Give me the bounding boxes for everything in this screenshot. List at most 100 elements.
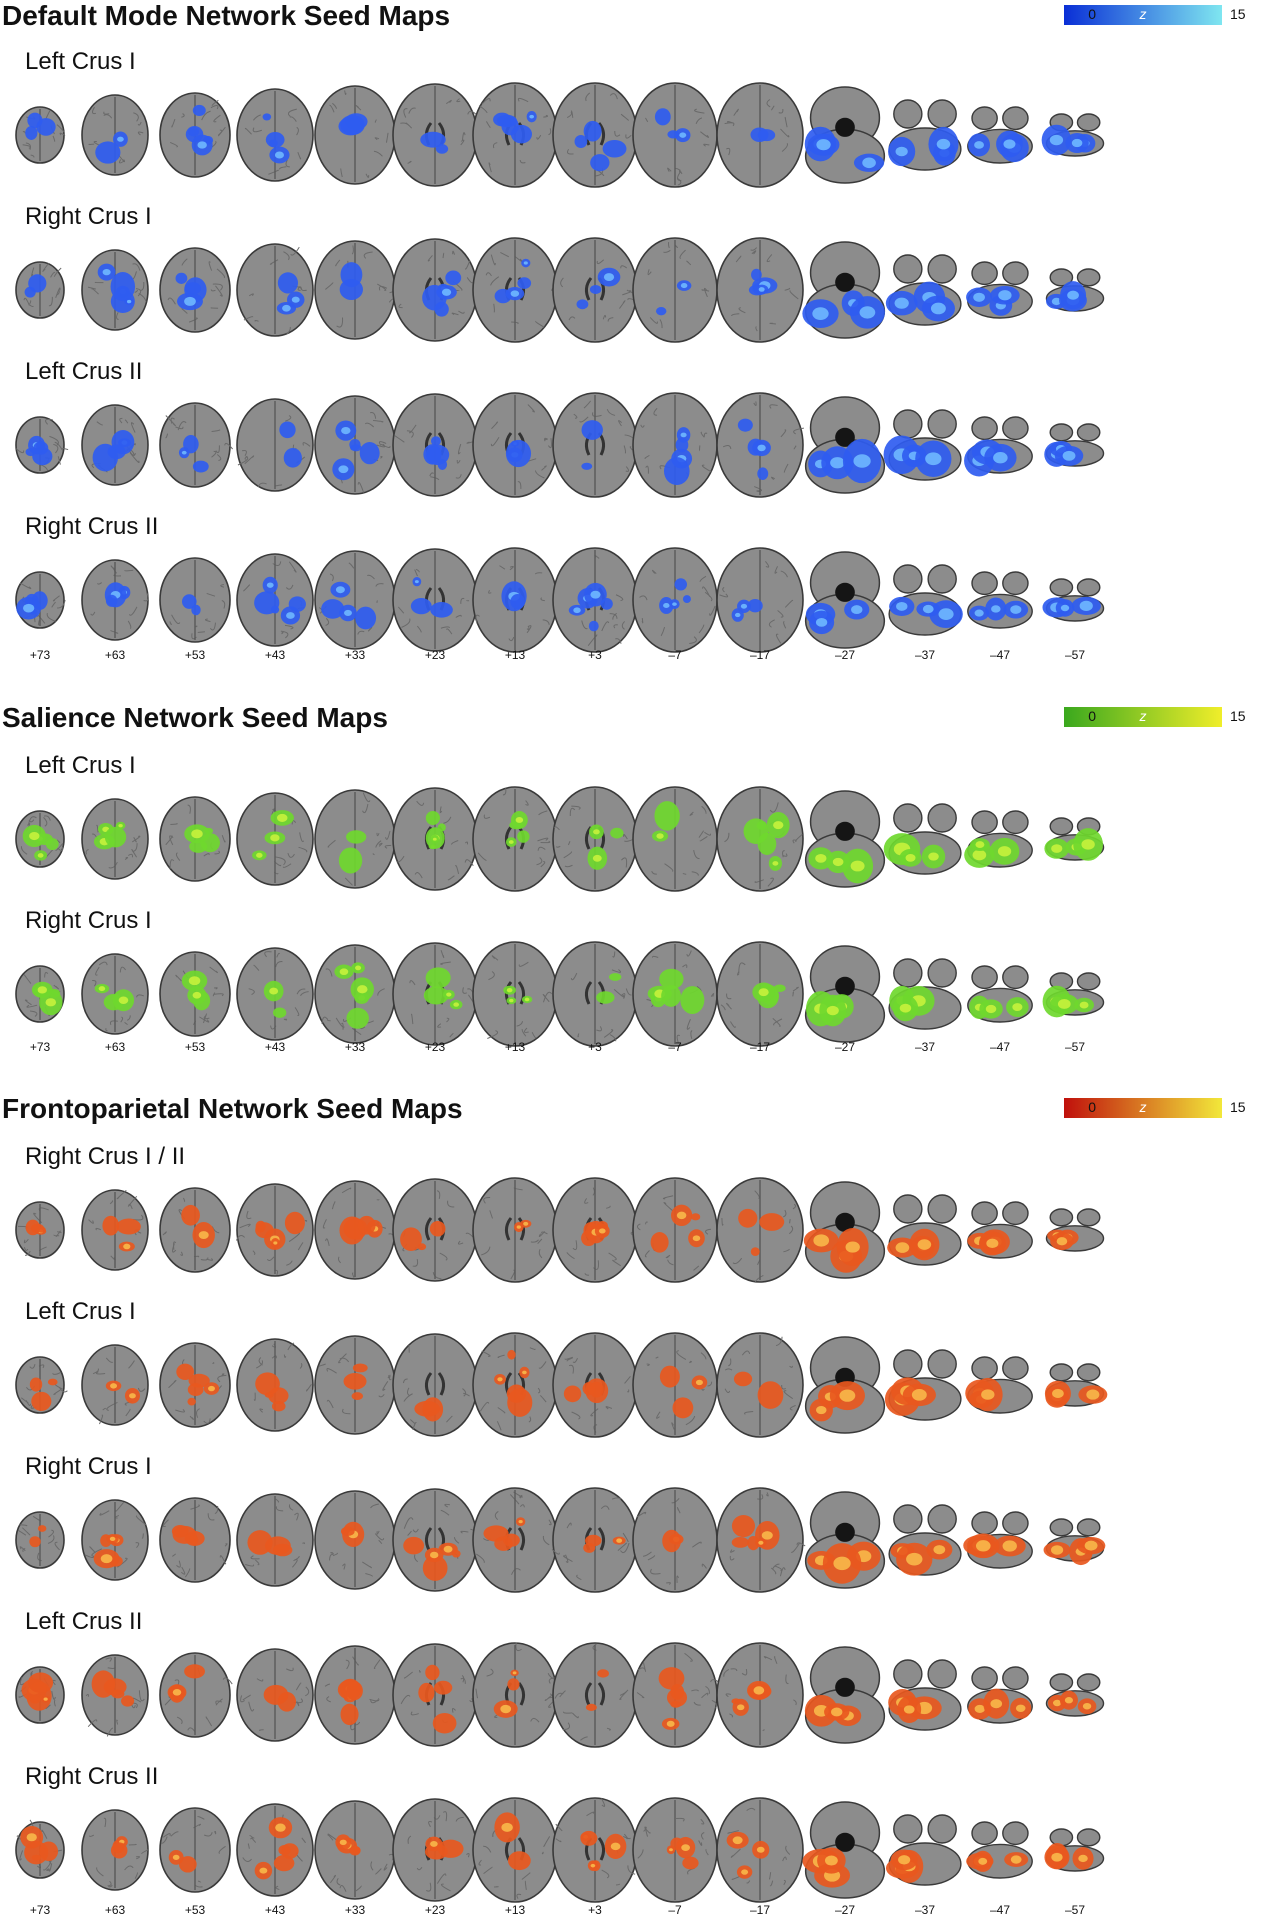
brain-slice-1-1-10 [804,945,886,1043]
brain-slice-2-2-1 [81,1499,149,1581]
slice-coordinate-label: +23 [424,1040,446,1054]
brain-slice-2-4-8 [632,1797,718,1903]
slice-coordinate-label: +43 [264,1040,286,1054]
slice-coordinate-label: –27 [834,648,856,662]
colorbar: z 0 15 [1064,5,1264,25]
brain-slice-2-4-9 [716,1797,804,1903]
brain-slice-1-1-5 [392,942,478,1046]
slice-coordinate-label: +23 [424,648,446,662]
brain-slice-2-4-0 [15,1819,65,1879]
brain-slice-2-1-0 [15,1356,68,1414]
brain-slice-2-0-13 [1045,1208,1105,1252]
brain-slice-1-1-6 [472,941,558,1047]
brain-slice-0-2-0 [15,416,69,474]
brain-slice-2-0-1 [81,1189,149,1271]
brain-slice-2-1-2 [159,1342,231,1428]
brain-slice-0-1-11 [885,254,962,326]
brain-slice-2-1-3 [236,1338,314,1432]
slice-coordinate-label: –17 [749,648,771,662]
slice-coordinate-label: –47 [989,1903,1011,1917]
brain-slice-2-4-11 [885,1814,962,1886]
brain-slice-0-1-6 [472,237,561,343]
slice-coordinate-label: +43 [264,648,286,662]
brain-slice-1-1-11 [888,958,962,1030]
slice-coordinate-label: +33 [344,648,366,662]
slice-coordinate-label: +63 [104,1040,126,1054]
slice-coordinate-label: –47 [989,648,1011,662]
brain-slice-2-1-8 [632,1332,718,1438]
brain-slice-0-1-1 [81,249,149,331]
brain-slice-1-1-12 [967,965,1033,1023]
brain-slice-0-2-2 [159,402,234,488]
brain-slice-0-0-10 [804,86,886,184]
brain-slice-2-0-11 [887,1194,962,1266]
colorbar-min: 0 [1088,1099,1096,1115]
colorbar-max: 15 [1230,1099,1246,1115]
row-label: Left Crus I [25,752,136,779]
slice-coordinate-label: +13 [504,1040,526,1054]
brain-slice-2-2-5 [392,1488,478,1592]
brain-slice-2-1-13 [1044,1363,1108,1408]
brain-slice-0-3-11 [888,564,963,636]
brain-slice-2-3-0 [15,1666,65,1724]
brain-slice-2-2-9 [716,1487,806,1593]
brain-slice-0-2-4 [314,395,396,495]
slice-coordinate-label: +53 [184,648,206,662]
brain-slice-1-0-9 [716,786,804,892]
brain-slice-0-3-4 [314,550,396,650]
colorbar-label: z [1139,1099,1147,1115]
slice-coordinate-label: +73 [29,1040,51,1054]
brain-slice-2-2-12 [963,1511,1033,1569]
brain-slice-2-2-8 [632,1487,718,1593]
slice-coordinate-label: +3 [588,1040,602,1054]
brain-slice-1-0-5 [392,787,478,891]
slice-coordinate-label: –37 [914,1040,936,1054]
brain-slice-0-1-9 [716,237,804,343]
brain-slice-2-4-5 [392,1798,478,1902]
row-label: Right Crus I / II [25,1143,186,1170]
brain-slice-1-1-8 [632,941,718,1047]
brain-slice-2-0-12 [967,1201,1033,1259]
brain-slice-2-0-3 [235,1183,314,1277]
brain-slice-2-2-11 [888,1504,962,1576]
row-label: Left Crus I [25,1298,136,1325]
brain-slice-0-3-12 [967,571,1033,629]
brain-slice-0-0-8 [632,82,718,188]
brain-slice-0-1-7 [552,237,638,343]
slice-coordinate-label: +33 [344,1903,366,1917]
brain-slice-2-1-11 [884,1349,962,1421]
row-label: Right Crus I [25,1453,152,1480]
brain-slice-0-3-9 [716,547,804,653]
brain-slice-1-1-13 [1042,972,1105,1018]
slice-coordinate-label: –27 [834,1040,856,1054]
slice-coordinate-label: +3 [588,648,602,662]
brain-slice-2-1-1 [81,1344,149,1426]
brain-slice-1-1-9 [716,941,804,1047]
brain-slice-2-4-13 [1044,1828,1105,1872]
slice-coordinate-label: +53 [184,1903,206,1917]
brain-slice-0-1-2 [159,247,231,333]
brain-slice-0-3-7 [552,547,638,653]
brain-slice-0-0-2 [159,92,231,178]
brain-slice-2-4-4 [314,1800,396,1900]
slice-coordinate-label: –57 [1064,648,1086,662]
brain-slice-0-1-13 [1045,268,1105,312]
brain-slice-0-2-3 [236,398,314,492]
brain-slice-2-3-4 [314,1645,396,1745]
brain-slice-0-1-4 [314,240,396,340]
slice-coordinate-label: +43 [264,1903,286,1917]
brain-slice-1-0-8 [632,786,718,892]
brain-slice-0-1-3 [236,243,314,337]
brain-slice-0-0-6 [472,82,558,188]
brain-slice-2-0-6 [472,1177,558,1283]
slice-coordinate-label: –57 [1064,1040,1086,1054]
brain-slice-0-2-11 [883,409,962,481]
brain-slice-2-3-5 [392,1643,478,1747]
brain-slice-0-0-13 [1041,113,1105,157]
brain-slice-2-4-3 [236,1803,314,1897]
row-label: Right Crus I [25,203,152,230]
brain-slice-1-0-2 [159,796,231,882]
section-title: Default Mode Network Seed Maps [2,0,451,31]
brain-slice-2-4-12 [966,1821,1033,1879]
brain-slice-0-3-8 [632,547,718,653]
